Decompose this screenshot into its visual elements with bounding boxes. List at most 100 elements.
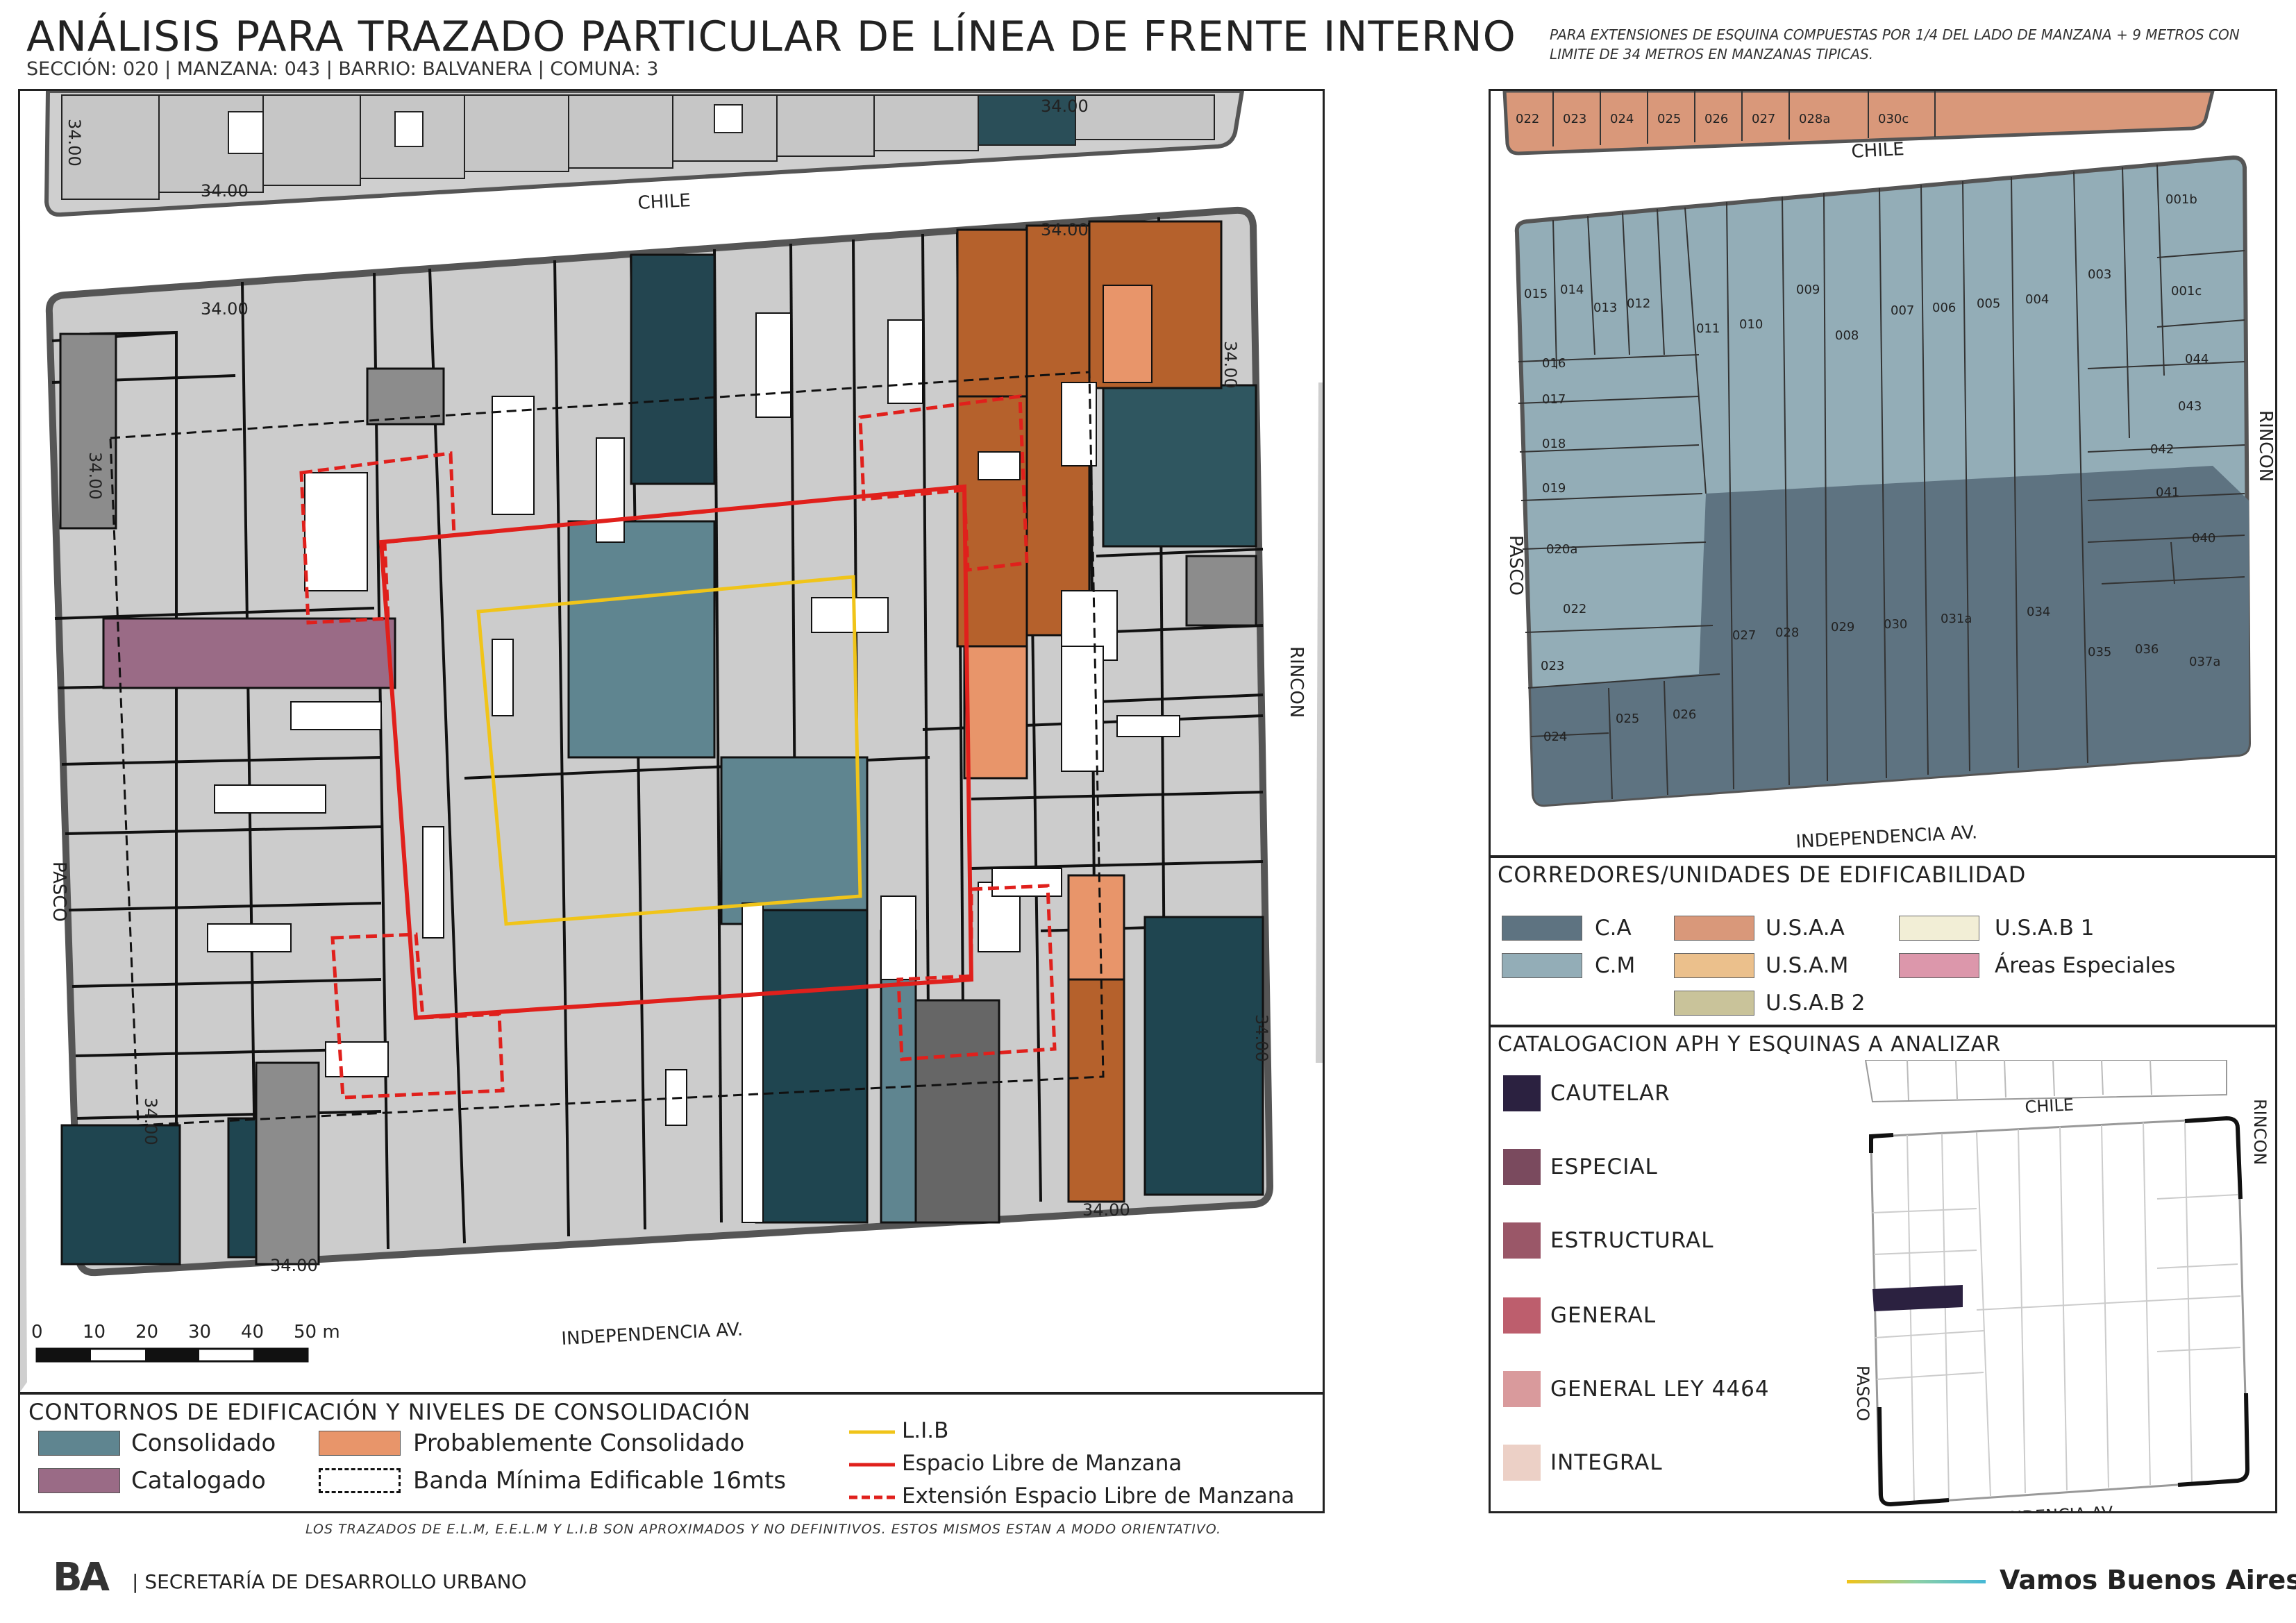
parcel-map: 022 023 024 025 026 027 028a 030c CHILE	[1502, 91, 2275, 852]
street-pasco: PASCO	[49, 861, 69, 922]
patios	[207, 312, 1180, 1223]
dim-label: 34.00	[270, 1256, 318, 1275]
catalogacion-title: CATALOGACION APH Y ESQUINAS A ANALIZAR	[1498, 1032, 2002, 1057]
parcel-lot-label: 007	[1891, 303, 1914, 318]
dim-label: 34.00	[141, 1098, 160, 1145]
legend-consolidacion: CONTORNOS DE EDIFICACIÓN Y NIVELES DE CO…	[18, 1393, 1325, 1513]
corredor-label: C.M	[1595, 953, 1636, 978]
cat-label: CAUTELAR	[1550, 1081, 1670, 1106]
parcel-lot-label: 010	[1739, 317, 1763, 332]
lib-outline	[476, 575, 862, 926]
top-row-lot-label: 026	[1704, 112, 1728, 126]
parcel-lot-label: 018	[1542, 437, 1566, 451]
parcel-lot-label: 012	[1627, 296, 1650, 311]
corredor-label: Áreas Especiales	[1995, 953, 2176, 978]
parcel-street-rincon: RINCON	[2255, 410, 2275, 482]
legend-label: Probablemente Consolidado	[413, 1429, 745, 1457]
corredor-label: U.S.A.B 1	[1995, 916, 2095, 941]
corredor-label: U.S.A.M	[1766, 953, 1849, 978]
parcel-lot-label: 011	[1696, 321, 1720, 336]
mini-street-pasco: PASCO	[1853, 1365, 1872, 1421]
cat-label: GENERAL LEY 4464	[1550, 1377, 1770, 1402]
parcel-lot-label: 013	[1593, 301, 1617, 315]
org-name: | SECRETARÍA DE DESARROLLO URBANO	[132, 1570, 527, 1593]
top-row-lots: 022 023 024 025 026 027 028a 030c	[1516, 91, 1936, 146]
parcel-lot-label: 009	[1796, 283, 1820, 297]
parcel-lot-label: 019	[1542, 481, 1566, 496]
dim-label: 34.00	[85, 452, 105, 500]
parcel-lot-label: 016	[1542, 356, 1566, 371]
banda-minima-outline	[109, 371, 1105, 1127]
scale-tick-label: 0	[31, 1322, 43, 1343]
legend-swatch-catalogado	[38, 1468, 120, 1493]
parcel-lot-label: 041	[2156, 485, 2179, 500]
parcel-street-chile: CHILE	[1851, 139, 1905, 162]
cat-label: GENERAL	[1550, 1303, 1657, 1328]
cat-swatch-integral	[1503, 1445, 1541, 1481]
corredor-swatch	[1674, 953, 1754, 978]
dim-label: 34.00	[1041, 220, 1089, 239]
parcel-lot-label: 005	[1977, 296, 2000, 311]
corner-analysis-mini-map: CHILE INDEPENDENCIA AV. PASCO RINCON	[1853, 1060, 2270, 1511]
parcel-lot-label: 008	[1835, 328, 1859, 343]
mini-street-independencia: INDEPENDENCIA AV.	[1948, 1502, 2117, 1511]
dim-label: 34.00	[65, 119, 84, 167]
corredor-swatch	[1899, 953, 1979, 978]
parcel-street-pasco: PASCO	[1505, 535, 1526, 596]
parcel-lot-label: 006	[1932, 301, 1956, 315]
parcel-lot-label: 037a	[2189, 655, 2220, 669]
dim-label: 34.00	[201, 181, 249, 201]
main-map: 34.00 34.00 34.00 34.00 34.00 34.00 34.0…	[20, 91, 1323, 1392]
scale-tick-label: 40	[241, 1322, 264, 1343]
page-subtitle: SECCIÓN: 020 | MANZANA: 043 | BARRIO: BA…	[26, 58, 659, 80]
mini-street-rincon: RINCON	[2250, 1099, 2270, 1165]
catalogacion-panel: CATALOGACION APH Y ESQUINAS A ANALIZAR C…	[1489, 1025, 2277, 1513]
cat-swatch-especial	[1503, 1149, 1541, 1185]
corredor-swatch	[1674, 916, 1754, 941]
corredor-swatch	[1899, 916, 1979, 941]
cat-swatch-estructural	[1503, 1222, 1541, 1259]
parcel-lot-label: 034	[2027, 605, 2050, 619]
parcel-lot-label: 024	[1543, 730, 1567, 744]
legend-swatch-probablemente	[319, 1431, 401, 1456]
scale-tick-label: 20	[135, 1322, 158, 1343]
dim-label: 34.00	[1252, 1014, 1271, 1062]
cat-label: ESPECIAL	[1550, 1154, 1658, 1179]
dim-label: 34.00	[1082, 1200, 1130, 1220]
parcel-lot-label: 014	[1560, 283, 1584, 297]
scale-tick-label: 10	[83, 1322, 106, 1343]
cat-label: ESTRUCTURAL	[1550, 1228, 1714, 1253]
parcel-lot-label: 031a	[1941, 612, 1972, 626]
top-row-lot-label: 022	[1516, 112, 1539, 126]
cat-swatch-general	[1503, 1297, 1541, 1334]
corredor-swatch	[1502, 953, 1582, 978]
parcel-lot-label: 042	[2150, 442, 2174, 457]
disclaimer: LOS TRAZADOS DE E.L.M, E.E.L.M Y L.I.B S…	[305, 1522, 1222, 1537]
top-row-lot-label: 023	[1563, 112, 1586, 126]
corredor-label: C.A	[1595, 916, 1632, 941]
top-row-lot-label: 024	[1610, 112, 1634, 126]
street-chile: CHILE	[637, 190, 692, 214]
cat-swatch-general-ley	[1503, 1371, 1541, 1407]
legend-line-swatches	[849, 1430, 895, 1499]
brand-gradient-line	[1847, 1580, 1986, 1583]
parcel-lot-label: 028	[1775, 625, 1799, 640]
dim-label: 34.00	[201, 299, 249, 319]
street-independencia: INDEPENDENCIA AV.	[561, 1319, 744, 1349]
mini-street-chile: CHILE	[2025, 1095, 2075, 1117]
cat-swatch-cautelar	[1503, 1075, 1541, 1111]
cat-label: INTEGRAL	[1550, 1450, 1663, 1475]
elm-extension-outlines	[299, 394, 1057, 1100]
elm-outline	[378, 484, 974, 1020]
legend-consolidacion-title: CONTORNOS DE EDIFICACIÓN Y NIVELES DE CO…	[28, 1399, 751, 1425]
parcel-lot-labels: 001b 001c 003 004 005 006 007 008 009 010 011 012 01…	[1524, 192, 2220, 744]
parcel-lot-label: 030	[1884, 617, 1907, 632]
parcel-lot-label: 040	[2192, 531, 2215, 546]
parcel-lot-label: 023	[1541, 659, 1564, 673]
top-row-lot-label: 028a	[1799, 112, 1830, 126]
dim-label: 34.00	[1221, 341, 1240, 389]
corredor-swatch	[1502, 916, 1582, 941]
parcel-lot-label: 020a	[1546, 542, 1577, 557]
corredores-panel: CORREDORES/UNIDADES DE EDIFICABILIDAD C.…	[1489, 855, 2277, 1027]
page-title: ANÁLISIS PARA TRAZADO PARTICULAR DE LÍNE…	[26, 12, 1516, 61]
